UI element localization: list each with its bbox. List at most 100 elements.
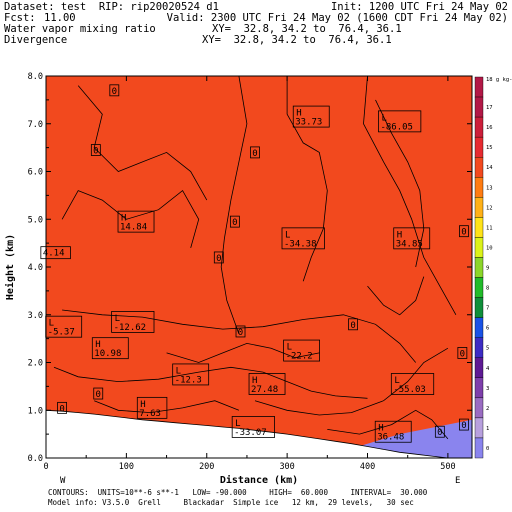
colorbar-label-2: 2 [486,406,489,412]
colorbar-label-18: 18 g kg-1 [486,77,512,83]
extremum-type-5: H [121,214,126,224]
extremum-label-7: L-34.38 [281,227,325,249]
colorbar-swatch-5 [474,337,484,358]
x-tick-label-0: 0 [43,462,48,472]
extremum-label-13: L-12.62 [111,311,155,333]
extremum-label-10: 4.14 [40,246,71,260]
x-axis-title: Distance (km) [220,474,298,486]
contour-label-14: 0 [235,325,246,338]
extremum-type-20: H [252,376,257,386]
contour-label-text-23: 0 [59,404,64,414]
colorbar-label-3: 3 [486,386,489,392]
init-time: Init: 1200 UTC Fri 24 May 02 [330,1,508,13]
colorbar-label-13: 13 [486,185,493,191]
contour-line-7 [53,366,368,399]
contour-label-28: 0 [434,425,445,438]
contour-label-text-0: 0 [112,87,117,97]
extremum-label-5: H14.84 [117,210,155,233]
colorbar-label-1: 1 [486,426,489,432]
extremum-label-16: H10.98 [91,337,129,359]
extremum-type-16: H [95,340,100,350]
terrain [46,409,472,458]
extremum-type-24: H [140,400,145,410]
extremum-value-13: -12.62 [114,323,147,333]
y-tick-label-2: 2.0 [28,359,43,369]
extremum-value-10: 4.14 [43,249,65,259]
colorbar-label-6: 6 [486,326,489,332]
extremum-label-26: L-33.07 [231,416,275,438]
extremum-value-5: 14.84 [120,223,147,233]
y-tick-label-5: 5.0 [28,215,43,225]
extremum-value-17: -22.2 [286,352,313,362]
contour-line-6 [62,309,417,363]
colorbar-label-7: 7 [486,306,489,312]
extremum-value-27: 36.48 [377,433,404,443]
extremum-type-17: L [287,343,292,353]
colorbar-swatch-2 [474,397,484,419]
contour-line-8 [166,342,320,363]
colorbar-swatch-8 [474,277,484,298]
contour-label-9: 0 [459,225,469,238]
contour-line-4 [363,76,457,315]
extremum-label-8: H34.85 [393,227,431,249]
colorbar-swatch-14 [474,157,484,178]
colorbar-swatch-3 [474,377,484,399]
colorbar-swatch-18 [474,76,484,98]
colorbar-swatch-15 [474,136,484,158]
extremum-value-1: 33.73 [295,118,322,128]
contour-label-3: 0 [90,144,101,157]
y-tick-label-1: 1.0 [28,406,43,416]
axes: 0.0 1.0 2.0 3.0 4.0 5.0 6.0 7.0 8.0 0 100 200 300 400… [28,72,472,486]
y-axis-title: Height (km) [4,234,16,300]
extremum-type-8: H [397,230,402,240]
contour-label-text-11: 0 [216,254,221,264]
extremum-label-17: L-22.2 [283,339,321,362]
contour-label-text-22: 0 [96,390,101,400]
colorbar-label-12: 12 [486,205,493,211]
contour-line-5 [375,99,425,268]
cross-section-xy-2: XY= 32.8, 34.2 to 76.4, 36.1 [202,34,392,46]
contour-label-4: 0 [250,146,260,159]
extremum-type-19: L [176,366,181,376]
y-tick-label-6: 6.0 [28,168,43,178]
extremum-type-2: L [381,113,386,123]
colorbar-label-8: 8 [486,286,489,292]
extremum-label-1: H33.73 [292,105,330,128]
extremum-value-24: 7.63 [139,409,161,419]
extremum-type-7: L [285,230,290,240]
y-tick-label-0: 0.0 [28,454,43,464]
extremum-value-21: -55.03 [393,385,426,395]
contour-label-6: 0 [229,215,240,228]
extremum-type-26: L [235,419,240,429]
contour-label-0: 0 [109,84,120,97]
field-label-divergence: Divergence [4,34,68,46]
extremum-type-27: H [378,424,383,434]
contour-line-1 [61,189,200,249]
contour-label-text-9: 0 [461,228,466,238]
extremum-type-1: H [296,109,301,119]
colorbar-label-5: 5 [486,346,489,352]
extremum-value-19: -12.3 [175,375,202,385]
extremum-type-13: L [115,314,120,324]
colorbar-label-9: 9 [486,266,489,272]
terrain-layer [46,409,472,458]
contour-label-text-28: 0 [437,428,442,438]
extremum-label-21: L-55.03 [390,373,435,395]
contour-info: CONTOURS: UNITS=10**-6 s**-1 LOW= -90.00… [48,488,428,497]
y-tick-label-3: 3.0 [28,311,43,321]
colorbar-label-15: 15 [486,145,493,151]
x-end-label-east: E [455,476,460,486]
extremum-value-2: -86.05 [380,122,413,132]
contour-label-11: 0 [213,251,224,264]
extremum-value-26: -33.07 [234,428,267,438]
extremum-label-2: L-86.05 [378,110,422,132]
colorbar-label-11: 11 [486,225,493,231]
contour-label-text-15: 0 [350,321,355,331]
contour-label-23: 0 [57,401,67,414]
extremum-value-8: 34.85 [396,239,423,249]
extremum-value-16: 10.98 [94,349,121,359]
colorbar-swatch-11 [474,217,484,238]
dataset-label: Dataset: test RIP: rip20020524 d1 [4,1,219,13]
field-label-mixing-ratio: Water vapor mixing ratio [4,23,156,35]
